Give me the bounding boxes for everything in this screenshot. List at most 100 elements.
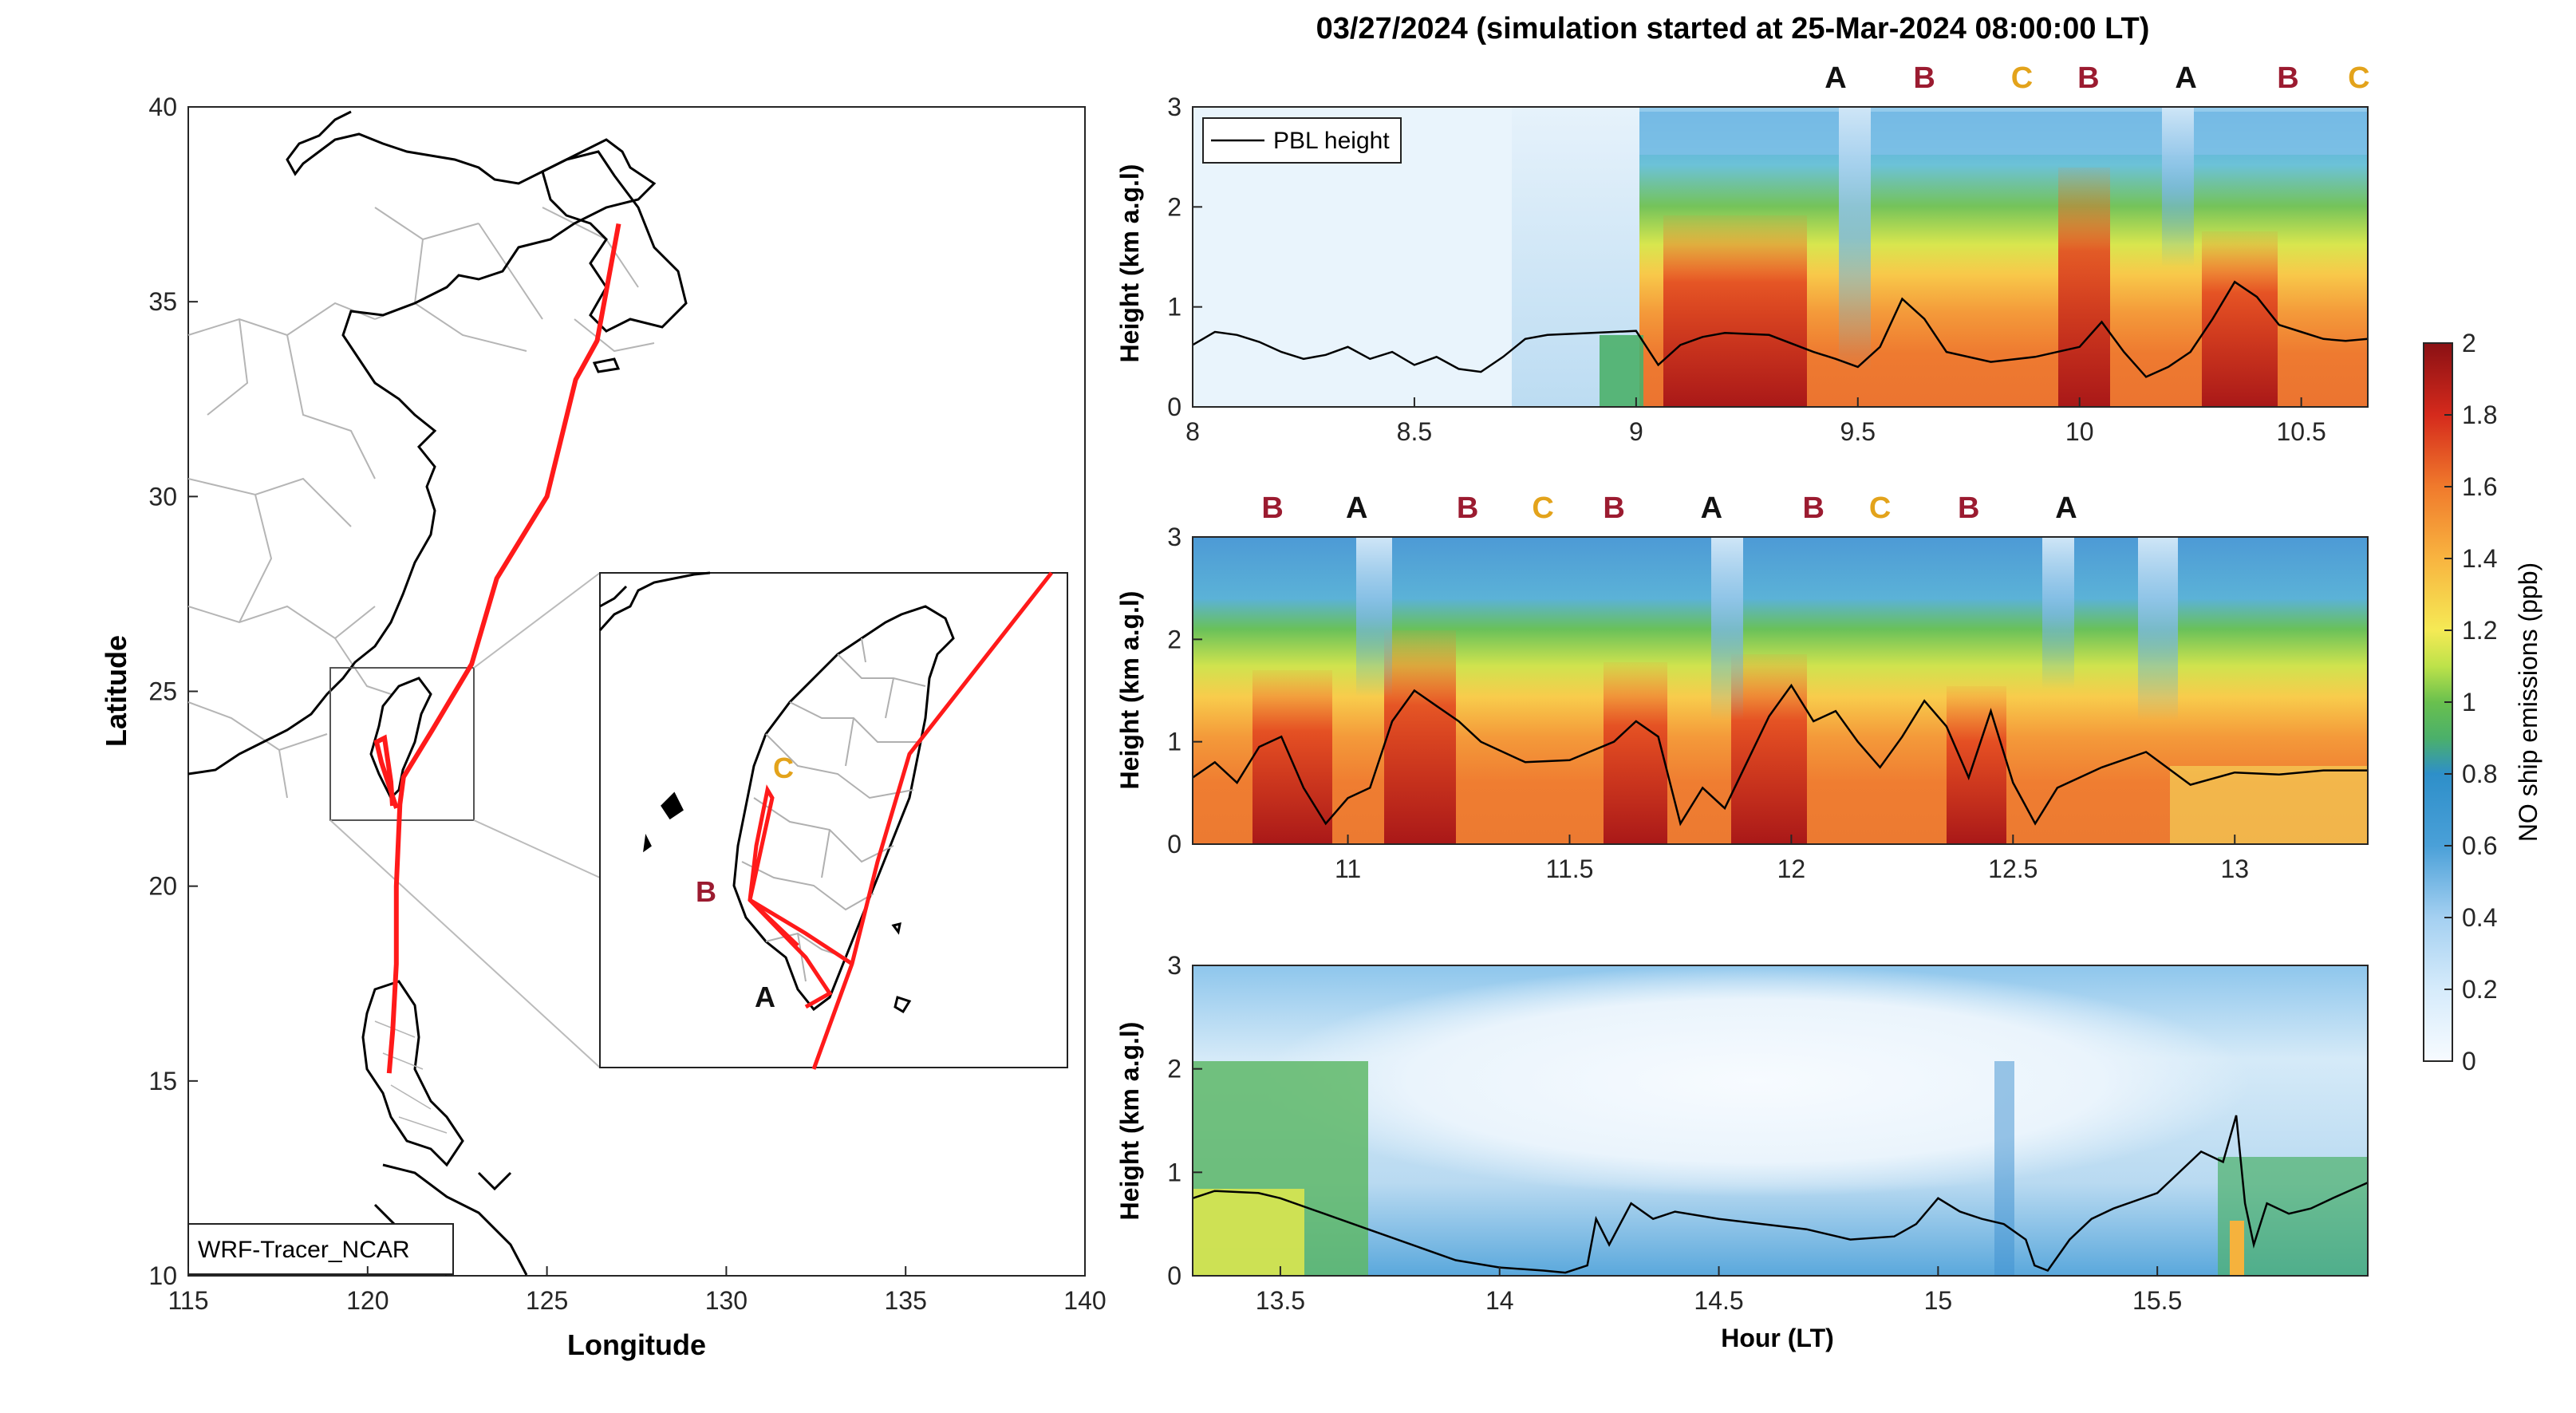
panel-3-clean-air [1260, 965, 2250, 1197]
panel-3-xtick-label: 15.5 [2132, 1286, 2182, 1315]
panel-2-ytick-label: 3 [1167, 523, 1181, 551]
panel-1-core-2 [2058, 168, 2110, 407]
panel-3-frame [1192, 965, 2369, 1277]
panel-2-notch-1 [1356, 537, 1392, 697]
panel-1-xtick-label: 9.5 [1840, 417, 1876, 446]
panel-3-xtick-label: 14 [1485, 1286, 1514, 1315]
panel-3-pbl-line [1193, 1115, 2368, 1274]
panel-2-marker-a: A [1701, 491, 1722, 525]
map-xtick-label: 125 [526, 1286, 568, 1315]
model-label: WRF-Tracer_NCAR [198, 1237, 410, 1263]
panel-3-blue-strip [1994, 1061, 2014, 1276]
map-ytick-label: 15 [148, 1067, 177, 1095]
panel-1-notch-1 [1839, 107, 1871, 370]
pbl-legend-label: PBL height [1273, 128, 1390, 154]
panel-2-field [1193, 537, 2368, 844]
panel-2-ytick-label: 1 [1167, 728, 1181, 756]
model-label-box [187, 1223, 454, 1275]
panel-1-ytick-label: 3 [1167, 93, 1181, 121]
colorbar-label: NO ship emissions (ppb) [2514, 562, 2542, 842]
panel-1-marker-b: B [1913, 61, 1935, 95]
colorbar-ticks: 0 0.2 0.4 0.6 0.8 1 1.2 1.4 1.6 1.8 2 [2444, 329, 2497, 1076]
panel-1-core-3 [2202, 231, 2278, 407]
panel-1-plume-top [1639, 107, 2368, 155]
penghu-islands [643, 791, 684, 853]
zoom-line-bottom [329, 819, 601, 1068]
map-xtick-label: 130 [705, 1286, 748, 1315]
colorbar-tick-label: 0.8 [2462, 760, 2497, 788]
panel-2-xtick-label: 12 [1777, 855, 1806, 883]
panel-3-ytick-label: 3 [1167, 951, 1181, 980]
panel-2-core-5 [1947, 686, 2006, 844]
map-panel: C B A WRF-Tracer_NCAR 115 120 125 130 135 140… [100, 93, 1107, 1361]
panel-1-xtick-label: 8 [1185, 417, 1200, 446]
map-xtick-label: 140 [1063, 1286, 1106, 1315]
panel-3-xtick-label: 13.5 [1256, 1286, 1305, 1315]
panel-2-notch-3 [2042, 537, 2074, 689]
map-xtick-label: 120 [346, 1286, 389, 1315]
panel-2-xtick-label: 13 [2220, 855, 2249, 883]
panel-1-marker-c: C [2348, 61, 2369, 95]
korea-coastline [541, 150, 688, 333]
map-axes: 115 120 125 130 135 140 10 15 20 25 30 35 40 [148, 93, 1106, 1315]
inset-marker-b: B [696, 875, 716, 908]
panel-1-ytick-label: 0 [1167, 393, 1181, 421]
panel-2-marker-b: B [1802, 491, 1824, 525]
panel-1-ytick-label: 1 [1167, 293, 1181, 322]
panel-2-ylabel: Height (km a.g.l) [1115, 591, 1144, 790]
panel-3-ytick-label: 0 [1167, 1261, 1181, 1290]
figure-title: 03/27/2024 (simulation started at 25-Mar… [1316, 12, 2150, 45]
china-coastline [187, 110, 657, 776]
colorbar-tick-label: 1.2 [2462, 616, 2497, 645]
panel-2-frame [1192, 536, 2369, 845]
panel-2-marker-a: A [2055, 491, 2077, 525]
panel-2-marker-c: C [1532, 491, 1553, 525]
panel-1-field [1193, 107, 2368, 407]
ship-track-branch [373, 734, 399, 809]
panel-2-notch-2 [1711, 537, 1743, 720]
panel-1-xtick-label: 10 [2065, 417, 2094, 446]
map-ytick-label: 25 [148, 677, 177, 706]
colorbar-tick-label: 1 [2462, 688, 2476, 716]
panel-3-xtick-label: 15 [1924, 1286, 1953, 1315]
panel-1-marker-a: A [2175, 61, 2196, 95]
panel-3-ytick-label: 1 [1167, 1158, 1181, 1186]
map-xlabel: Longitude [567, 1328, 706, 1361]
colorbar-tick-label: 0 [2462, 1047, 2476, 1076]
panel-3-field [1193, 965, 2368, 1276]
inset-source-box [329, 667, 475, 821]
panel-1-marker-a: A [1825, 61, 1846, 95]
zoom-line-mid [473, 819, 601, 878]
map-ytick-label: 40 [148, 93, 177, 121]
taiwan-coastline [369, 677, 432, 800]
map-xtick-label: 115 [168, 1286, 208, 1315]
colorbar-tick-label: 0.4 [2462, 903, 2497, 932]
panel-1-ylabel: Height (km a.g.l) [1115, 164, 1144, 363]
panel-1-notch-2 [2162, 107, 2194, 266]
inset-marker-a: A [755, 981, 775, 1013]
zoom-line-top [473, 572, 601, 669]
colorbar-tick-label: 1.6 [2462, 472, 2497, 501]
ship-track-line [386, 223, 621, 1074]
panel-2-marker-b: B [1457, 491, 1478, 525]
panel-2-marker-a: A [1346, 491, 1367, 525]
panel-2-marker-c: C [1869, 491, 1891, 525]
panel-1-ytick-label: 2 [1167, 192, 1181, 221]
panel-1-marker-b: B [2077, 61, 2099, 95]
colorbar-tick-label: 0.6 [2462, 831, 2497, 860]
panel-2-xtick-label: 12.5 [1988, 855, 2038, 883]
map-ytick-label: 20 [148, 872, 177, 901]
panel-3-axes: 13.5 14 14.5 15 15.5 0 1 2 3 [1167, 951, 2182, 1315]
colorbar-tick-label: 1.4 [2462, 544, 2497, 573]
panel-3-ylabel: Height (km a.g.l) [1115, 1022, 1144, 1221]
panel-2-core-1 [1252, 670, 1332, 844]
panel-3-orange-spot [2230, 1221, 2244, 1276]
panel-2-core-4 [1731, 654, 1807, 844]
panel-2-xtick-label: 11.5 [1546, 855, 1594, 883]
panel-1-xtick-label: 8.5 [1397, 417, 1432, 446]
map-ytick-label: 30 [148, 482, 177, 511]
panel-1-marker-c: C [2011, 61, 2033, 95]
